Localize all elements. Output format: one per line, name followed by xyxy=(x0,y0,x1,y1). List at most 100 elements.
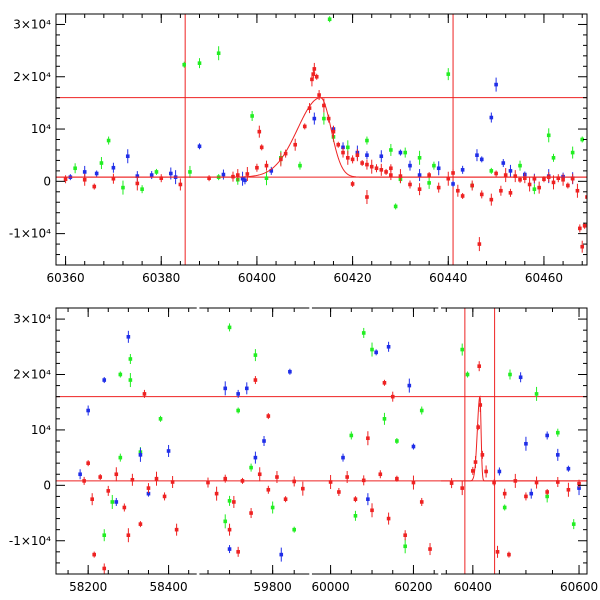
y-tick-label: 0 xyxy=(43,174,51,188)
data-point xyxy=(503,173,508,177)
data-point xyxy=(477,364,482,368)
data-point xyxy=(269,169,274,173)
data-point xyxy=(470,183,474,188)
data-point xyxy=(456,188,460,193)
data-point xyxy=(524,494,528,499)
data-point xyxy=(546,133,551,138)
data-point xyxy=(78,472,82,477)
series-1 xyxy=(68,77,575,187)
data-point xyxy=(578,226,582,231)
frame-gap-top xyxy=(196,307,200,309)
data-point xyxy=(82,177,87,182)
data-point xyxy=(118,455,123,460)
data-point xyxy=(476,425,480,429)
x-tick-label: 60380 xyxy=(142,271,180,285)
x-tick-label: 60460 xyxy=(525,271,563,285)
data-point xyxy=(140,187,144,191)
data-point xyxy=(580,244,585,249)
data-point xyxy=(499,188,503,193)
data-point xyxy=(407,383,412,388)
data-point xyxy=(292,527,297,532)
data-point xyxy=(102,566,107,571)
data-point xyxy=(221,172,226,177)
data-point xyxy=(293,142,297,147)
data-point xyxy=(451,171,455,175)
data-point xyxy=(311,72,316,76)
data-point xyxy=(386,516,391,521)
data-point xyxy=(398,150,403,155)
data-point xyxy=(551,180,556,185)
data-point xyxy=(146,486,151,490)
data-point xyxy=(518,177,522,182)
frame-gap-bottom xyxy=(309,573,312,575)
data-point xyxy=(365,153,369,157)
data-point xyxy=(355,153,360,157)
data-point xyxy=(575,188,580,193)
data-point xyxy=(166,449,171,453)
model-curve xyxy=(56,97,587,178)
y-tick-label: 10⁴ xyxy=(31,122,51,136)
data-point xyxy=(135,181,140,186)
data-point xyxy=(259,145,264,150)
data-point xyxy=(188,170,192,174)
data-point xyxy=(346,145,350,150)
data-point xyxy=(125,154,130,159)
data-point xyxy=(374,350,378,355)
data-point xyxy=(545,490,549,494)
data-point xyxy=(585,195,587,199)
data-point xyxy=(86,408,90,413)
data-point xyxy=(236,550,240,554)
data-point xyxy=(570,176,575,181)
data-point xyxy=(353,514,358,518)
data-point xyxy=(174,527,179,532)
data-point xyxy=(534,392,539,396)
data-point xyxy=(534,480,539,485)
data-point xyxy=(475,153,479,157)
data-point xyxy=(417,173,422,177)
data-point xyxy=(270,505,275,510)
data-point xyxy=(370,508,374,513)
data-point xyxy=(82,170,87,174)
data-point xyxy=(118,372,123,377)
data-point xyxy=(223,386,228,391)
data-point xyxy=(411,480,416,485)
plot-frame xyxy=(55,13,588,266)
data-point xyxy=(529,491,534,496)
data-point xyxy=(314,74,319,79)
data-point xyxy=(378,472,383,477)
data-point xyxy=(301,486,305,491)
data-point xyxy=(264,163,269,168)
data-point xyxy=(317,93,321,97)
data-point xyxy=(502,491,507,496)
data-layer xyxy=(56,308,587,574)
data-point xyxy=(561,177,565,182)
data-point xyxy=(257,129,262,134)
data-point xyxy=(446,72,451,76)
data-point xyxy=(345,475,349,479)
data-point xyxy=(411,444,416,449)
data-point xyxy=(266,414,271,418)
frame-gap-top xyxy=(309,307,312,309)
data-point xyxy=(513,174,518,178)
data-point xyxy=(532,176,537,181)
data-point xyxy=(545,433,549,438)
data-point xyxy=(257,472,262,477)
data-point xyxy=(178,182,183,187)
data-point xyxy=(477,242,482,246)
data-point xyxy=(365,162,369,167)
data-point xyxy=(249,465,253,470)
series-2 xyxy=(82,361,581,574)
data-point xyxy=(365,138,369,143)
data-point xyxy=(302,124,307,129)
data-point xyxy=(126,533,131,538)
data-point xyxy=(92,552,96,557)
data-point xyxy=(240,176,245,181)
x-tick-label: 60400 xyxy=(238,271,276,285)
data-point xyxy=(436,166,441,171)
data-point xyxy=(508,191,513,195)
data-point xyxy=(142,392,147,396)
data-point xyxy=(349,433,354,438)
data-point xyxy=(370,347,374,352)
data-point xyxy=(577,486,581,490)
